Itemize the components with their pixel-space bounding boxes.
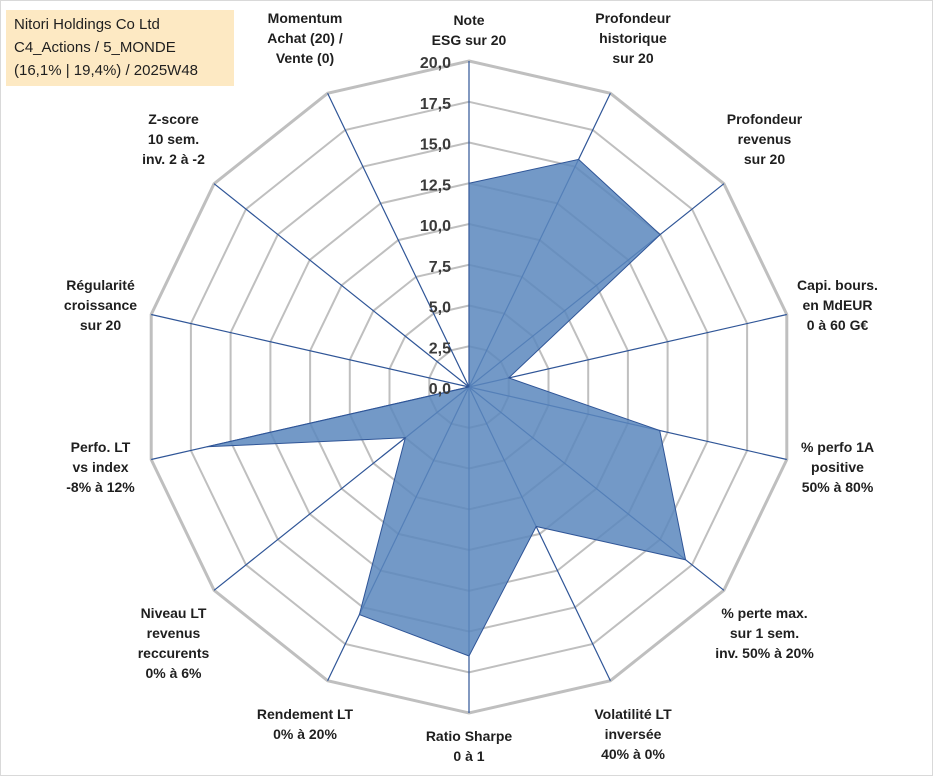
axis-label: sur 20 xyxy=(744,151,785,167)
axis-label: sur 1 sem. xyxy=(730,625,799,641)
axis-label: Z-score xyxy=(148,111,199,127)
company-name: Nitori Holdings Co Ltd xyxy=(14,13,226,36)
axis-label: revenus xyxy=(147,625,201,641)
axis-label: Profondeur xyxy=(595,10,671,26)
axis-label: 0 à 60 G€ xyxy=(807,317,869,333)
axis-label: 10 sem. xyxy=(148,131,199,147)
axis-label: 50% à 80% xyxy=(802,479,874,495)
axis-label: Achat (20) / xyxy=(267,30,343,46)
axis-label: revenus xyxy=(738,131,792,147)
stats-line: (16,1% | 19,4%) / 2025W48 xyxy=(14,59,226,82)
axis-label: 0% à 20% xyxy=(273,726,337,742)
tick-label: 0,0 xyxy=(429,381,451,398)
axis-label: % perfo 1A xyxy=(801,439,874,455)
tick-label: 15,0 xyxy=(420,137,451,154)
tick-label: 12,5 xyxy=(420,177,451,194)
tick-label: 17,5 xyxy=(420,96,451,113)
axis-label: inversée xyxy=(605,726,662,742)
portfolio-name: C4_Actions / 5_MONDE xyxy=(14,36,226,59)
axis-label: 40% à 0% xyxy=(601,746,665,762)
radial-tick-labels: 0,0 2,5 5,0 7,5 10,0 12,5 15,0 17,5 20,0 xyxy=(420,55,451,398)
axis-label: historique xyxy=(599,30,667,46)
axis-label: Capi. bours. xyxy=(797,277,878,293)
axis-label: Momentum xyxy=(268,10,343,26)
tick-label: 10,0 xyxy=(420,218,451,235)
axis-label: Volatilité LT xyxy=(594,706,672,722)
axis-label: -8% à 12% xyxy=(66,479,135,495)
tick-label: 5,0 xyxy=(429,300,451,317)
axis-label: Rendement LT xyxy=(257,706,354,722)
axis-label: Vente (0) xyxy=(276,50,334,66)
axis-label: vs index xyxy=(72,459,128,475)
axis-label: 0% à 6% xyxy=(145,665,202,681)
tick-label: 20,0 xyxy=(420,55,451,72)
tick-label: 2,5 xyxy=(429,340,451,357)
axis-label: positive xyxy=(811,459,864,475)
axis-label: Niveau LT xyxy=(141,605,207,621)
info-box: Nitori Holdings Co Ltd C4_Actions / 5_MO… xyxy=(6,10,234,86)
axis-label: sur 20 xyxy=(612,50,653,66)
axis-label: reccurents xyxy=(138,645,210,661)
axis-label: sur 20 xyxy=(80,317,121,333)
axis-label: croissance xyxy=(64,297,137,313)
axis-label: Note xyxy=(453,12,484,28)
axis-label: en MdEUR xyxy=(803,297,873,313)
axis-label: Ratio Sharpe xyxy=(426,728,513,744)
axis-label: inv. 50% à 20% xyxy=(715,645,814,661)
axis-label: Régularité xyxy=(66,277,135,293)
axis-label: % perte max. xyxy=(721,605,807,621)
axis-label: Perfo. LT xyxy=(71,439,131,455)
axis-label: Profondeur xyxy=(727,111,803,127)
axis-label: 0 à 1 xyxy=(453,748,484,764)
axis-label: ESG sur 20 xyxy=(432,32,507,48)
tick-label: 7,5 xyxy=(429,259,451,276)
axis-label: inv. 2 à -2 xyxy=(142,151,205,167)
